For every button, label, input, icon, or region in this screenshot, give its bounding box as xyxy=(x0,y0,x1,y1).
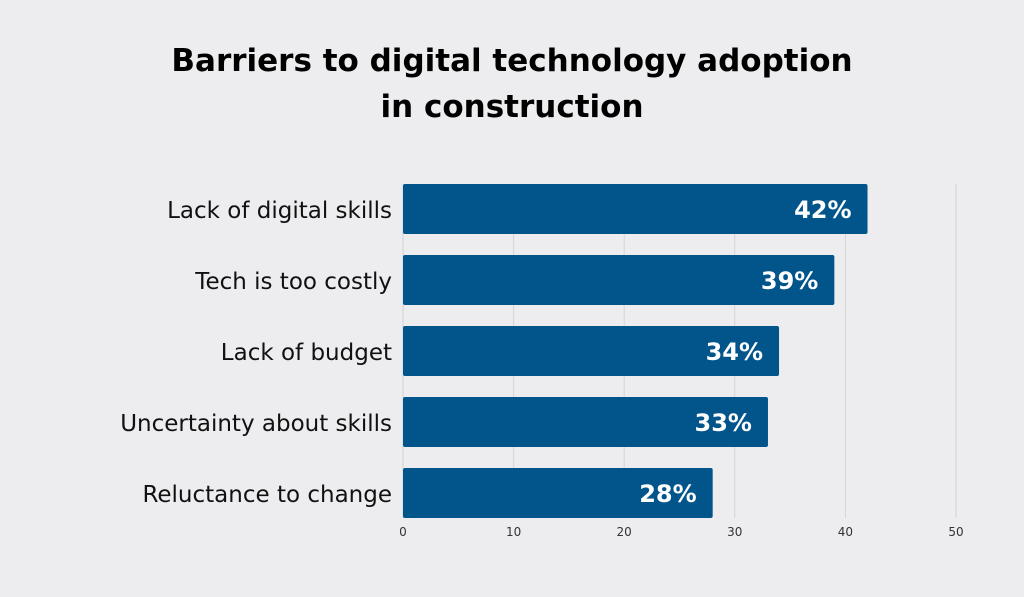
x-tick-label: 20 xyxy=(617,525,632,539)
category-label: Lack of budget xyxy=(221,340,392,366)
category-label: Reluctance to change xyxy=(142,482,392,508)
bar xyxy=(403,468,713,518)
data-label: 39% xyxy=(761,267,818,295)
data-label: 33% xyxy=(695,409,752,437)
bar xyxy=(403,397,768,447)
chart-title-line-1: Barriers to digital technology adoption xyxy=(171,43,853,79)
chart-title-line-2: in construction xyxy=(380,89,644,125)
x-tick-label: 0 xyxy=(399,525,407,539)
x-tick-label: 10 xyxy=(506,525,521,539)
category-label: Lack of digital skills xyxy=(167,198,392,224)
x-tick-label: 50 xyxy=(948,525,963,539)
x-tick-label: 30 xyxy=(727,525,742,539)
bar xyxy=(403,326,780,376)
chart-title: Barriers to digital technology adoption … xyxy=(0,38,1024,130)
x-tick-label: 40 xyxy=(838,525,853,539)
data-label: 42% xyxy=(794,196,851,224)
data-label: 34% xyxy=(706,338,763,366)
bar xyxy=(403,184,868,234)
category-label: Uncertainty about skills xyxy=(120,411,392,437)
data-label: 28% xyxy=(639,480,696,508)
bar xyxy=(403,255,835,305)
category-label: Tech is too costly xyxy=(194,269,392,295)
